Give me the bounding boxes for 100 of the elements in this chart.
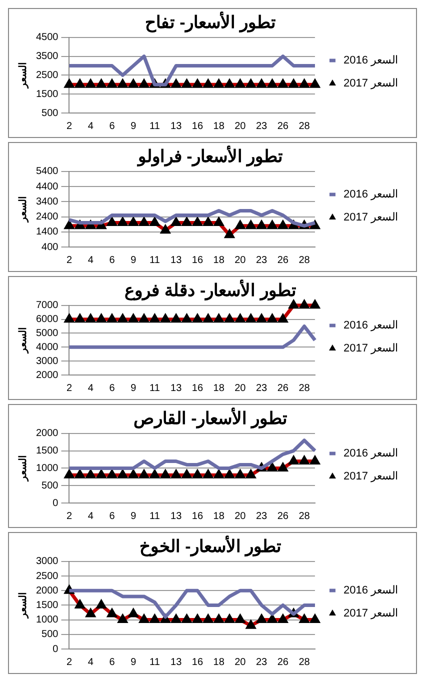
y-tick-label: 2400 (36, 212, 59, 223)
legend-label: السعر 2016 (343, 584, 398, 597)
y-tick-label: 2500 (36, 70, 59, 81)
x-tick-label: 16 (192, 382, 204, 394)
x-tick-label: 28 (298, 656, 310, 668)
chart-title: تطور الأسعار- الخوخ (139, 534, 282, 557)
x-tick-label: 6 (109, 656, 116, 668)
y-tick-label: 2000 (36, 585, 59, 596)
x-tick-label: 4 (88, 254, 94, 266)
y-tick-label: 5000 (36, 328, 59, 339)
x-tick-label: 28 (298, 510, 310, 522)
y-axis-title: السعر (18, 62, 29, 90)
y-axis-title: السعر (18, 592, 29, 620)
x-tick-label: 18 (213, 120, 225, 132)
y-tick-label: 2000 (36, 370, 59, 381)
x-tick-label: 4 (88, 656, 94, 668)
x-tick-label: 20 (234, 382, 246, 394)
y-tick-label: 3000 (36, 356, 59, 367)
x-tick-label: 23 (256, 382, 268, 394)
y-tick-label: 500 (42, 480, 59, 492)
x-tick-label: 4 (88, 510, 94, 522)
y-tick-label: 3000 (36, 556, 59, 568)
x-tick-label: 2 (66, 510, 72, 522)
y-tick-label: 4000 (36, 342, 59, 353)
y-tick-label: 0 (52, 498, 59, 509)
x-tick-label: 2 (66, 656, 72, 668)
legend-label: السعر 2017 (343, 212, 398, 224)
y-tick-label: 6000 (36, 314, 59, 326)
legend-label: السعر 2016 (343, 188, 398, 201)
x-tick-label: 18 (213, 254, 225, 266)
y-tick-label: 1500 (36, 88, 59, 100)
x-tick-label: 16 (192, 254, 204, 266)
chart-title: تطور الأسعار- القارص (133, 406, 288, 429)
legend-label: السعر 2016 (343, 448, 398, 460)
x-tick-label: 9 (130, 254, 137, 266)
x-tick-label: 28 (298, 382, 310, 394)
x-tick-label: 28 (298, 120, 310, 132)
y-tick-label: 4500 (36, 32, 59, 44)
x-tick-label: 6 (109, 382, 116, 394)
x-tick-label: 26 (277, 254, 289, 266)
y-tick-label: 500 (42, 629, 59, 640)
x-tick-label: 6 (109, 120, 116, 132)
legend-label: السعر 2016 (343, 320, 398, 332)
x-tick-label: 2 (66, 120, 72, 132)
x-tick-label: 18 (213, 382, 225, 394)
x-tick-label: 9 (130, 382, 137, 394)
y-tick-label: 3400 (36, 196, 59, 208)
y-tick-label: 7000 (36, 300, 59, 312)
x-tick-label: 16 (192, 510, 204, 522)
x-tick-label: 6 (109, 254, 116, 266)
y-tick-label: 1500 (36, 446, 59, 457)
x-tick-label: 4 (88, 120, 94, 132)
x-tick-label: 20 (234, 656, 246, 668)
y-tick-label: 1000 (36, 462, 59, 474)
x-tick-label: 2 (66, 382, 72, 394)
y-tick-label: 3500 (36, 51, 59, 62)
y-tick-label: 4400 (36, 181, 59, 192)
x-tick-label: 9 (130, 656, 137, 668)
x-tick-label: 18 (213, 656, 225, 668)
x-tick-label: 13 (170, 254, 182, 266)
y-tick-label: 5400 (36, 166, 59, 178)
legend-label: السعر 2017 (343, 608, 398, 620)
legend-label: السعر 2016 (343, 54, 398, 67)
x-tick-label: 2 (66, 254, 72, 266)
x-tick-label: 13 (170, 656, 182, 668)
x-tick-label: 13 (170, 510, 182, 522)
x-tick-label: 11 (150, 656, 160, 668)
y-axis-title: السعر (18, 455, 29, 482)
x-tick-label: 16 (192, 120, 204, 132)
chart-title: تطور الأسعار- تفاح (144, 10, 276, 33)
x-tick-label: 26 (277, 656, 289, 668)
x-tick-label: 11 (150, 510, 160, 522)
x-tick-label: 9 (130, 120, 137, 132)
y-axis-title: السعر (18, 327, 29, 354)
x-tick-label: 13 (170, 120, 182, 132)
x-tick-label: 4 (88, 382, 94, 394)
x-tick-label: 23 (256, 510, 268, 522)
y-tick-label: 1400 (36, 226, 59, 238)
chart-title: تطور الأسعار- فراولو (136, 144, 284, 167)
x-tick-label: 11 (150, 382, 160, 394)
x-tick-label: 23 (256, 656, 268, 668)
x-tick-label: 20 (234, 510, 246, 522)
y-tick-label: 400 (42, 242, 59, 253)
x-tick-label: 23 (256, 254, 268, 266)
x-tick-label: 16 (192, 656, 204, 668)
x-tick-label: 13 (170, 382, 182, 394)
x-tick-label: 9 (130, 510, 137, 522)
x-tick-label: 11 (150, 254, 160, 266)
y-tick-label: 1500 (36, 600, 59, 611)
chart-title: تطور الأسعار- دقلة فروع (124, 278, 296, 301)
x-tick-label: 26 (277, 510, 289, 522)
x-tick-label: 26 (277, 382, 289, 394)
legend-label: السعر 2017 (343, 78, 398, 90)
x-tick-label: 23 (256, 120, 268, 132)
legend-label: السعر 2017 (343, 470, 398, 483)
x-tick-label: 28 (298, 254, 310, 266)
x-tick-label: 18 (213, 510, 225, 522)
x-tick-label: 6 (109, 510, 116, 522)
legend-label: السعر 2017 (343, 342, 398, 355)
y-tick-label: 0 (52, 644, 59, 655)
